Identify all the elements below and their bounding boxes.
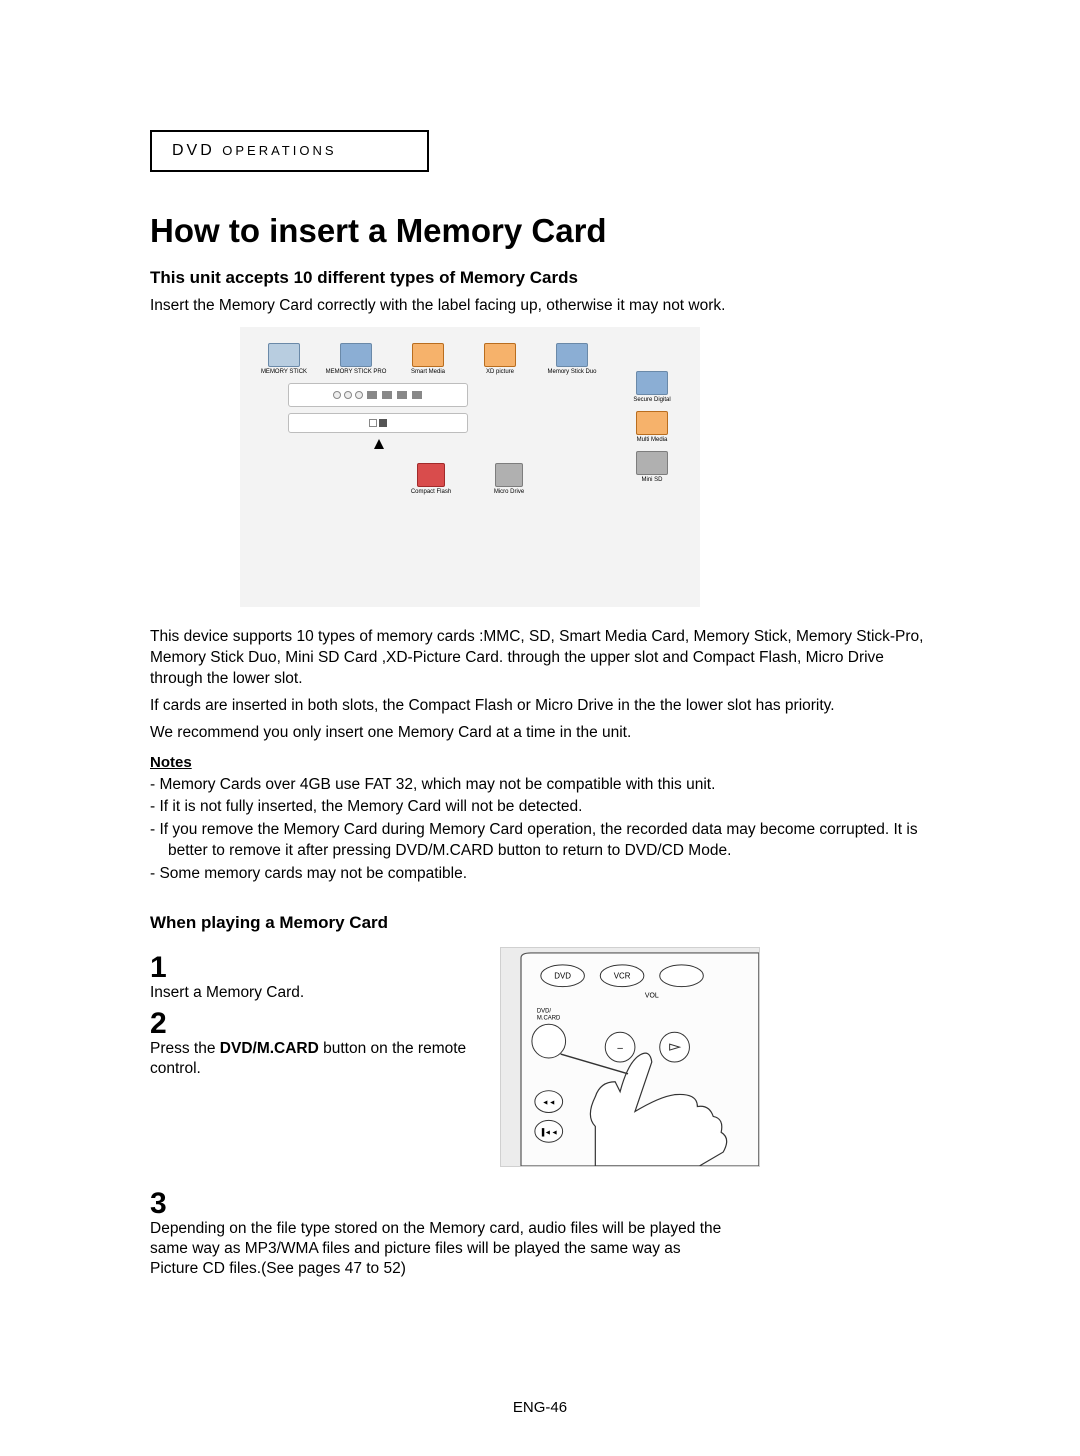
memory-card-figure: MEMORY STICK MEMORY STICK PRO Smart Medi… xyxy=(240,327,700,607)
intro-text: Insert the Memory Card correctly with th… xyxy=(150,296,930,317)
note-item: If you remove the Memory Card during Mem… xyxy=(150,820,930,862)
subsection-types: This unit accepts 10 different types of … xyxy=(150,268,930,288)
card-item: XD picture xyxy=(470,343,530,375)
card-label: MEMORY STICK PRO xyxy=(326,369,387,375)
card-item: Compact Flash xyxy=(401,463,461,495)
paragraph-2: If cards are inserted in both slots, the… xyxy=(150,696,930,717)
note-item: Some memory cards may not be compatible. xyxy=(150,864,930,885)
subsection-playing: When playing a Memory Card xyxy=(150,913,930,933)
card-label: Secure Digital xyxy=(633,397,670,403)
dvd-button-label: DVD xyxy=(554,972,571,981)
section-label: DVD OPERATIONS xyxy=(172,142,337,159)
microdrive-icon xyxy=(495,463,523,487)
card-item: Secure Digital xyxy=(622,371,682,403)
note-item: Memory Cards over 4GB use FAT 32, which … xyxy=(150,775,930,796)
page-number: ENG-46 xyxy=(513,1399,567,1416)
remote-figure: DVD VCR VOL DVD/ M.CARD – ◄◄ ▐◄◄ xyxy=(500,947,760,1167)
section-label-rest: OPERATIONS xyxy=(222,143,336,158)
card-label: Mini SD xyxy=(641,477,662,483)
dvdmcard-label: DVD/ xyxy=(537,1009,552,1015)
vcr-button-label: VCR xyxy=(614,972,631,981)
step-number-1: 1 xyxy=(150,953,470,983)
card-label: XD picture xyxy=(486,369,514,375)
card-label: Memory Stick Duo xyxy=(547,369,596,375)
card-item: Micro Drive xyxy=(479,463,539,495)
paragraph-3: We recommend you only insert one Memory … xyxy=(150,723,930,744)
memorystickduo-icon xyxy=(556,343,588,367)
section-label-prefix: DVD xyxy=(172,142,215,159)
smartmedia-icon xyxy=(412,343,444,367)
side-cards: Secure Digital Multi Media Mini SD xyxy=(622,371,682,483)
notes-list: Memory Cards over 4GB use FAT 32, which … xyxy=(150,775,930,886)
step2-pre: Press the xyxy=(150,1040,220,1057)
notes-heading: Notes xyxy=(150,754,930,771)
card-label: Micro Drive xyxy=(494,489,524,495)
remote-svg: DVD VCR VOL DVD/ M.CARD – ◄◄ ▐◄◄ xyxy=(501,948,759,1166)
step-number-3: 3 xyxy=(150,1189,730,1219)
step-3-block: 3 Depending on the file type stored on t… xyxy=(150,1189,730,1279)
section-label-box: DVD OPERATIONS xyxy=(150,130,429,172)
steps-row: 1 Insert a Memory Card. 2 Press the DVD/… xyxy=(150,947,930,1167)
card-item: Memory Stick Duo xyxy=(542,343,602,375)
note-item: If it is not fully inserted, the Memory … xyxy=(150,797,930,818)
card-item: Multi Media xyxy=(622,411,682,443)
card-item: Mini SD xyxy=(622,451,682,483)
step-1-text: Insert a Memory Card. xyxy=(150,983,470,1003)
memorystickpro-icon xyxy=(340,343,372,367)
step2-bold: DVD/M.CARD xyxy=(220,1040,319,1057)
card-label: Multi Media xyxy=(637,437,668,443)
svg-text:◄◄: ◄◄ xyxy=(542,1100,556,1107)
step-2-text: Press the DVD/M.CARD button on the remot… xyxy=(150,1039,470,1079)
paragraph-1: This device supports 10 types of memory … xyxy=(150,627,930,690)
step-3-text: Depending on the file type stored on the… xyxy=(150,1219,730,1279)
compactflash-icon xyxy=(417,463,445,487)
steps-col: 1 Insert a Memory Card. 2 Press the DVD/… xyxy=(150,947,470,1083)
card-label: Compact Flash xyxy=(411,489,451,495)
svg-text:M.CARD: M.CARD xyxy=(537,1015,560,1021)
svg-text:▐◄◄: ▐◄◄ xyxy=(539,1127,558,1137)
svg-text:–: – xyxy=(617,1043,623,1054)
minisd-icon xyxy=(636,451,668,475)
memorystick-icon xyxy=(268,343,300,367)
step-number-2: 2 xyxy=(150,1009,470,1039)
card-item: Smart Media xyxy=(398,343,458,375)
card-label: MEMORY STICK xyxy=(261,369,307,375)
page-title: How to insert a Memory Card xyxy=(150,212,930,250)
lower-slot xyxy=(288,413,468,433)
card-label: Smart Media xyxy=(411,369,445,375)
xdpicture-icon xyxy=(484,343,516,367)
card-item: MEMORY STICK xyxy=(254,343,314,375)
mmc-icon xyxy=(636,411,668,435)
sd-icon xyxy=(636,371,668,395)
arrow-up-icon xyxy=(374,439,384,449)
card-item: MEMORY STICK PRO xyxy=(326,343,386,375)
upper-slot xyxy=(288,383,468,407)
vol-label: VOL xyxy=(645,993,659,1000)
